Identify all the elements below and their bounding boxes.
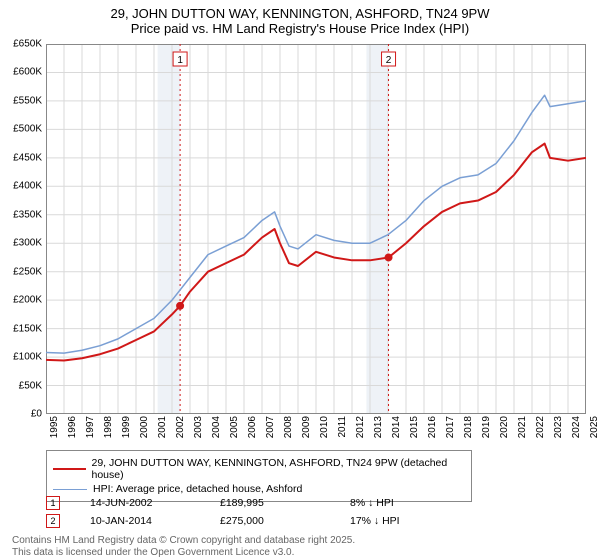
footer-line: Contains HM Land Registry data © Crown c… (12, 535, 355, 547)
x-axis-label: 1996 (67, 416, 78, 446)
y-axis-label: £50K (0, 380, 42, 391)
x-axis-label: 1995 (49, 416, 60, 446)
x-axis-label: 2014 (391, 416, 402, 446)
sale-date: 10-JAN-2014 (90, 515, 220, 527)
x-axis-label: 2018 (463, 416, 474, 446)
x-axis-label: 2012 (355, 416, 366, 446)
y-axis-label: £150K (0, 323, 42, 334)
y-axis-label: £600K (0, 67, 42, 78)
chart-subtitle: Price paid vs. HM Land Registry's House … (0, 21, 600, 36)
x-axis-label: 2023 (553, 416, 564, 446)
x-axis-label: 2006 (247, 416, 258, 446)
x-axis-label: 2004 (211, 416, 222, 446)
sale-price: £189,995 (220, 497, 350, 509)
y-axis-label: £100K (0, 352, 42, 363)
sales-table: 1 14-JUN-2002 £189,995 8% ↓ HPI 2 10-JAN… (46, 494, 480, 530)
legend-swatch (53, 468, 86, 470)
y-axis-label: £650K (0, 39, 42, 50)
x-axis-label: 2021 (517, 416, 528, 446)
x-axis-label: 2008 (283, 416, 294, 446)
x-axis-label: 2007 (265, 416, 276, 446)
x-axis-label: 1997 (85, 416, 96, 446)
y-axis-label: £450K (0, 152, 42, 163)
y-axis-label: £350K (0, 209, 42, 220)
sale-price: £275,000 (220, 515, 350, 527)
x-axis-label: 2005 (229, 416, 240, 446)
sale-diff: 17% ↓ HPI (350, 515, 480, 527)
x-axis-label: 2022 (535, 416, 546, 446)
table-row: 2 10-JAN-2014 £275,000 17% ↓ HPI (46, 512, 480, 530)
y-axis-label: £200K (0, 295, 42, 306)
sale-marker-icon: 2 (46, 514, 60, 528)
chart-title: 29, JOHN DUTTON WAY, KENNINGTON, ASHFORD… (0, 6, 600, 21)
x-axis-label: 2010 (319, 416, 330, 446)
chart-container: 29, JOHN DUTTON WAY, KENNINGTON, ASHFORD… (0, 0, 600, 560)
y-axis-label: £0 (0, 409, 42, 420)
footer: Contains HM Land Registry data © Crown c… (12, 535, 355, 558)
x-axis-label: 2003 (193, 416, 204, 446)
legend-label: 29, JOHN DUTTON WAY, KENNINGTON, ASHFORD… (92, 457, 466, 481)
y-axis-label: £400K (0, 181, 42, 192)
sale-marker-icon: 1 (46, 496, 60, 510)
footer-line: This data is licensed under the Open Gov… (12, 547, 355, 559)
sale-date: 14-JUN-2002 (90, 497, 220, 509)
y-axis-label: £300K (0, 238, 42, 249)
y-axis-label: £500K (0, 124, 42, 135)
x-axis-label: 2017 (445, 416, 456, 446)
svg-text:1: 1 (177, 55, 183, 66)
x-axis-label: 2016 (427, 416, 438, 446)
y-axis-label: £550K (0, 95, 42, 106)
x-axis-label: 2001 (157, 416, 168, 446)
legend-swatch (53, 489, 87, 490)
x-axis-label: 2002 (175, 416, 186, 446)
x-axis-label: 1999 (121, 416, 132, 446)
x-axis-label: 2011 (337, 416, 348, 446)
x-axis-label: 2019 (481, 416, 492, 446)
x-axis-label: 2015 (409, 416, 420, 446)
x-axis-label: 2025 (589, 416, 600, 446)
y-axis-label: £250K (0, 266, 42, 277)
x-axis-label: 2013 (373, 416, 384, 446)
legend-item: 29, JOHN DUTTON WAY, KENNINGTON, ASHFORD… (53, 457, 465, 481)
x-axis-label: 2024 (571, 416, 582, 446)
x-axis-label: 1998 (103, 416, 114, 446)
x-axis-label: 2000 (139, 416, 150, 446)
svg-text:2: 2 (386, 55, 392, 66)
chart-svg: 12 (46, 44, 586, 414)
table-row: 1 14-JUN-2002 £189,995 8% ↓ HPI (46, 494, 480, 512)
sale-diff: 8% ↓ HPI (350, 497, 480, 509)
x-axis-label: 2009 (301, 416, 312, 446)
x-axis-label: 2020 (499, 416, 510, 446)
chart-title-block: 29, JOHN DUTTON WAY, KENNINGTON, ASHFORD… (0, 0, 600, 36)
chart-area: 12 £0£50K£100K£150K£200K£250K£300K£350K£… (46, 44, 586, 414)
